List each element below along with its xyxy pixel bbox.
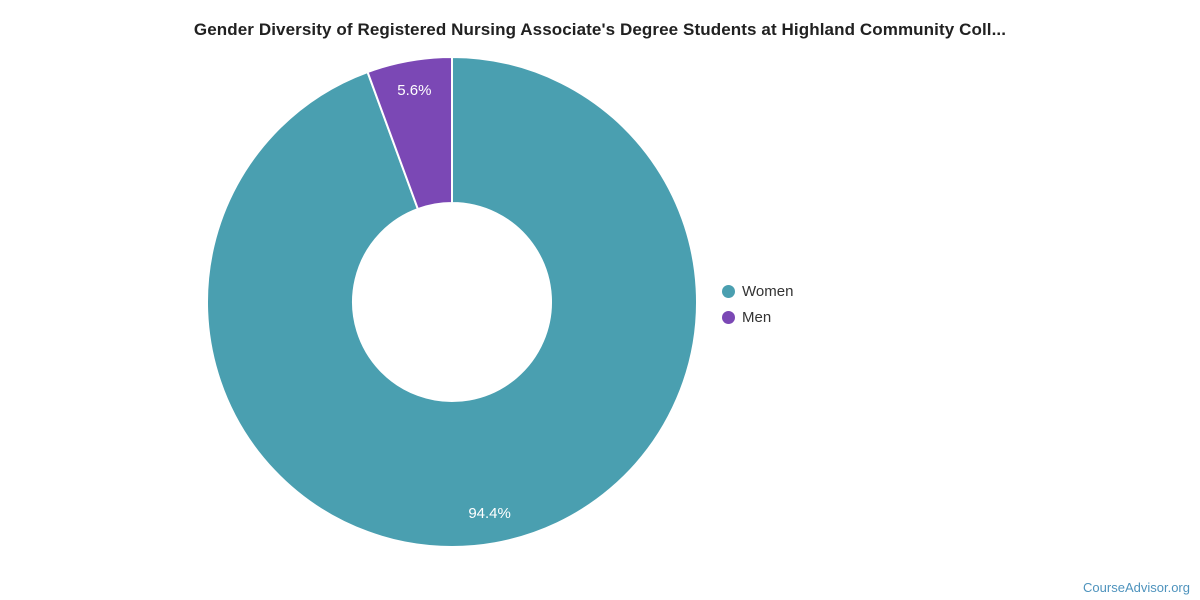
legend-marker-women [722, 284, 735, 298]
pie-slice-women[interactable] [205, 56, 698, 548]
legend-item-women[interactable]: Women [722, 278, 793, 304]
slice-label-women: 94.4% [468, 505, 511, 522]
legend-marker-men [722, 310, 735, 324]
pie-slice-men[interactable] [366, 56, 453, 211]
slice-label-men: 5.6% [397, 82, 431, 99]
courseadvisor-link[interactable]: CourseAdvisor.org [1083, 580, 1190, 595]
chart-title: Gender Diversity of Registered Nursing A… [193, 20, 1007, 39]
legend: Women Men [722, 278, 793, 330]
legend-label-men: Men [742, 308, 772, 326]
legend-label-women: Women [742, 282, 794, 300]
legend-item-men[interactable]: Men [722, 304, 793, 330]
